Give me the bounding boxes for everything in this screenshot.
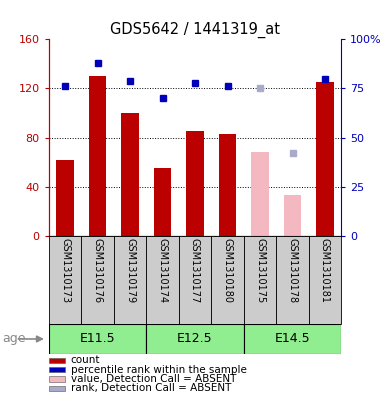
Bar [309,236,341,324]
Bar [186,131,204,236]
Bar [316,82,334,236]
Text: GSM1310173: GSM1310173 [60,239,70,303]
Bar [114,236,146,324]
Title: GDS5642 / 1441319_at: GDS5642 / 1441319_at [110,22,280,38]
Text: GSM1310179: GSM1310179 [125,239,135,303]
Text: GSM1310177: GSM1310177 [190,239,200,304]
Text: GSM1310181: GSM1310181 [320,239,330,303]
Bar [89,76,106,236]
Bar [49,386,65,391]
Bar [154,168,172,236]
Bar [49,358,65,363]
Text: age: age [2,332,25,345]
Bar [49,236,81,324]
Text: GSM1310175: GSM1310175 [255,239,265,304]
Text: GSM1310176: GSM1310176 [92,239,103,303]
Bar [49,376,65,382]
Text: count: count [71,355,100,365]
Bar [276,236,309,324]
Bar [56,160,74,236]
Bar [244,236,276,324]
Text: GSM1310174: GSM1310174 [158,239,167,303]
Bar [81,236,114,324]
Bar [211,236,244,324]
Bar [146,236,179,324]
Bar [251,152,269,236]
Text: value, Detection Call = ABSENT: value, Detection Call = ABSENT [71,374,236,384]
Bar [49,367,65,373]
Text: E12.5: E12.5 [177,332,213,345]
Bar [244,324,341,354]
Bar [218,134,236,236]
Text: E14.5: E14.5 [275,332,310,345]
Text: E11.5: E11.5 [80,332,115,345]
Bar [179,236,211,324]
Bar [146,324,244,354]
Text: rank, Detection Call = ABSENT: rank, Detection Call = ABSENT [71,383,231,393]
Text: percentile rank within the sample: percentile rank within the sample [71,365,246,375]
Bar [284,195,301,236]
Bar [121,113,139,236]
Text: GSM1310178: GSM1310178 [287,239,298,303]
Bar [49,324,146,354]
Text: GSM1310180: GSM1310180 [223,239,232,303]
